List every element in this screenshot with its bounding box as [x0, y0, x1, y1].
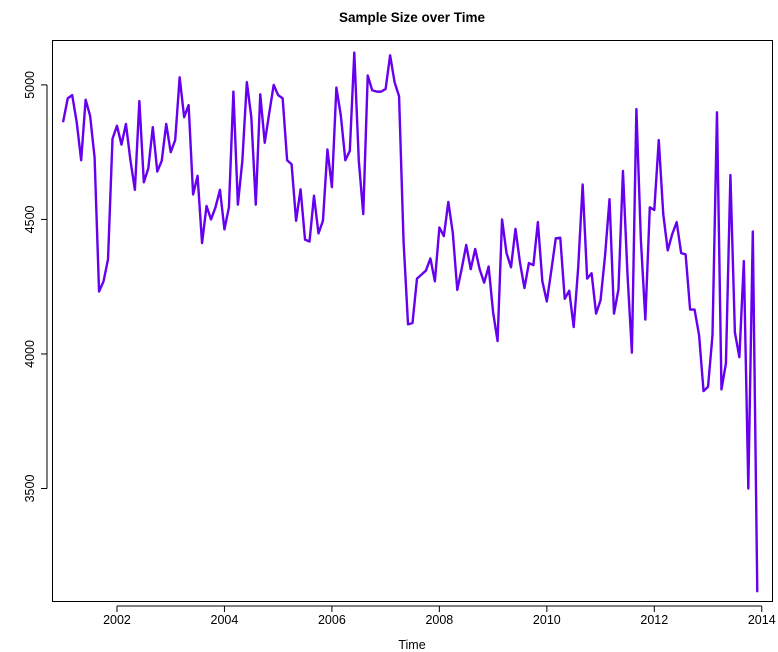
y-tick-label: 5000 — [23, 71, 37, 99]
x-tick-label: 2012 — [640, 613, 668, 627]
x-tick-label: 2006 — [318, 613, 346, 627]
x-tick-label: 2014 — [748, 613, 776, 627]
y-axis: 3500 4000 4500 5000 — [23, 71, 48, 503]
x-tick-label: 2002 — [103, 613, 131, 627]
x-tick-label: 2008 — [425, 613, 453, 627]
x-tick-label: 2004 — [211, 613, 239, 627]
x-axis: 2002 2004 2006 2008 2010 2012 2014 — [103, 605, 776, 627]
y-tick-label: 3500 — [23, 475, 37, 503]
y-tick-label: 4500 — [23, 205, 37, 233]
series-line — [62, 51, 759, 593]
x-axis-title: Time — [398, 638, 425, 652]
y-tick-label: 4000 — [23, 340, 37, 368]
x-tick-label: 2010 — [533, 613, 561, 627]
series-layer — [62, 51, 759, 593]
chart-title: Sample Size over Time — [339, 10, 486, 25]
plot-frame — [52, 40, 773, 602]
